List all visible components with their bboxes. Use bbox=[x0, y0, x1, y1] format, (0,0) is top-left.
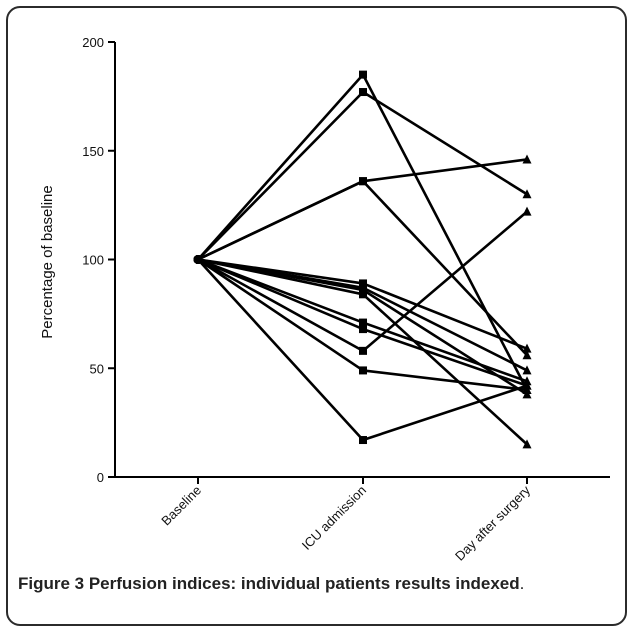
data-point-square bbox=[359, 318, 367, 327]
series-lines bbox=[197, 73, 529, 446]
data-point-triangle bbox=[522, 439, 532, 449]
data-point-square bbox=[359, 290, 367, 299]
data-point-square bbox=[359, 285, 367, 294]
figure-caption: Figure 3 Perfusion indices: individual p… bbox=[18, 574, 618, 594]
data-point-square bbox=[359, 346, 367, 355]
y-tick-label: 150 bbox=[82, 144, 104, 159]
data-point-square bbox=[359, 88, 367, 97]
data-point-triangle bbox=[522, 189, 532, 199]
y-tick-label: 100 bbox=[82, 253, 104, 268]
y-tick-label: 50 bbox=[90, 361, 104, 376]
y-tick-label: 0 bbox=[97, 470, 104, 485]
figure-frame bbox=[6, 6, 627, 626]
x-tick-label: Day after surgery bbox=[452, 482, 533, 563]
series-line bbox=[197, 73, 529, 391]
line-chart: 0 50 100 150 200 Baseline ICU admission Day aft… bbox=[39, 35, 610, 564]
data-point-triangle bbox=[522, 365, 532, 375]
data-point-square bbox=[359, 177, 367, 186]
x-tick-label: Baseline bbox=[158, 483, 204, 529]
series-line bbox=[197, 90, 528, 261]
data-point-square bbox=[359, 279, 367, 288]
data-point-square bbox=[359, 325, 367, 334]
caption-tail: . bbox=[519, 574, 525, 593]
data-point-triangle bbox=[522, 389, 532, 399]
data-point-circle bbox=[193, 255, 203, 264]
x-tick-label: ICU admission bbox=[299, 483, 369, 553]
y-axis-label: Percentage of baseline bbox=[39, 185, 56, 338]
y-tick-label: 200 bbox=[82, 35, 104, 50]
data-point-triangle bbox=[522, 206, 532, 216]
caption-lead: Figure 3 Perfusion indices: individual p… bbox=[18, 574, 520, 593]
chart-axes: 0 50 100 150 200 Baseline ICU admission Day aft… bbox=[82, 35, 610, 564]
data-point-triangle bbox=[522, 343, 532, 353]
data-point-square bbox=[359, 366, 367, 375]
series-markers bbox=[193, 70, 532, 449]
data-point-triangle bbox=[522, 380, 532, 390]
data-point-square bbox=[359, 70, 367, 79]
data-point-triangle bbox=[522, 154, 532, 164]
data-point-triangle bbox=[522, 350, 532, 360]
data-point-square bbox=[359, 436, 367, 445]
